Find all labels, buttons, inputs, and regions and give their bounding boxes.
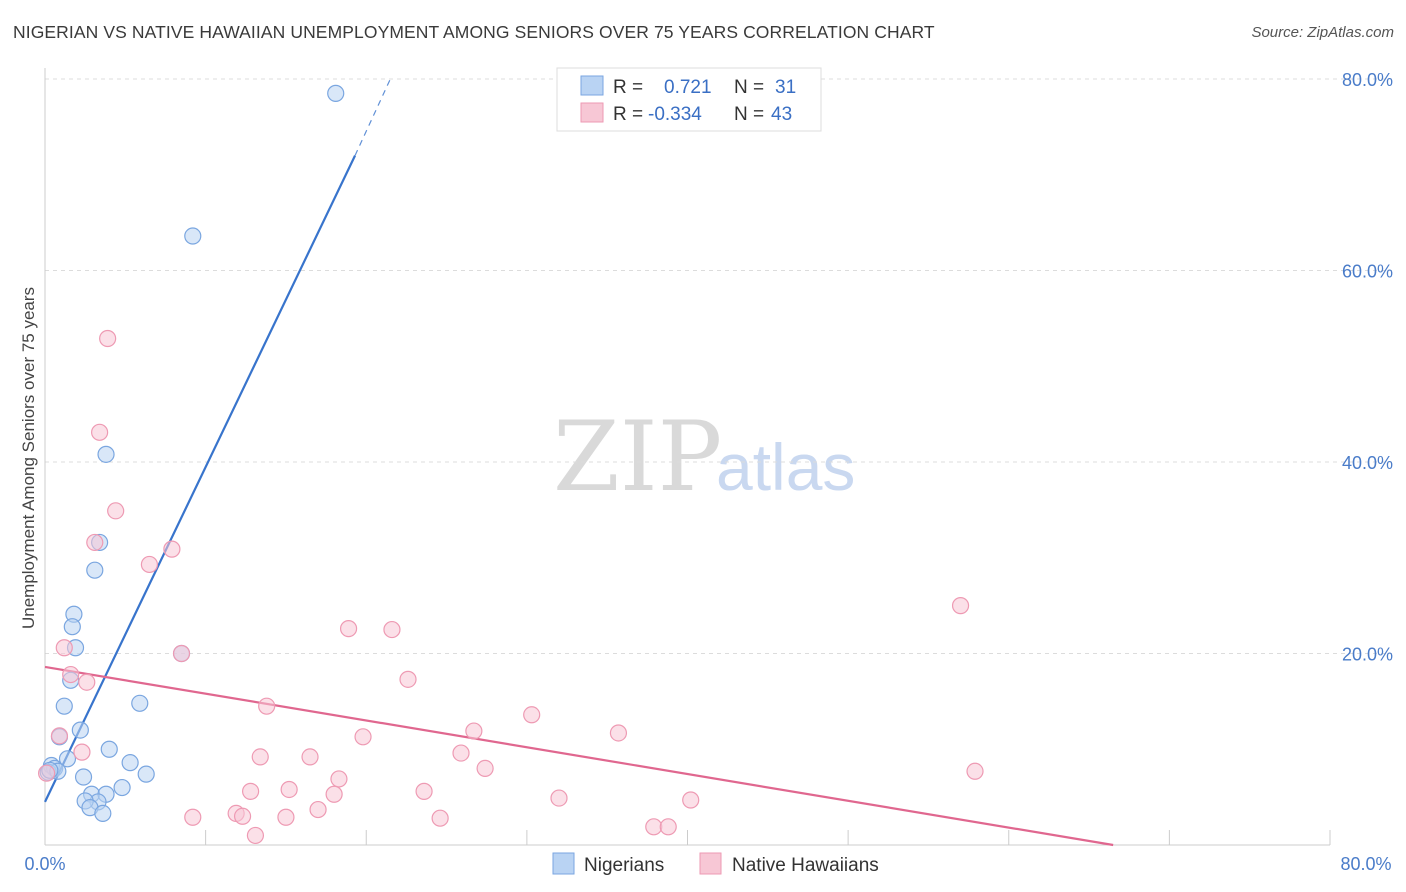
native-hawaiian-point-26 (330, 770, 348, 788)
chart-title: NIGERIAN VS NATIVE HAWAIIAN UNEMPLOYMENT… (13, 22, 935, 42)
tick-labels: 20.0% 40.0% 60.0% 80.0% 0.0% 80.0% (24, 70, 1393, 874)
nigerian-point-15 (58, 750, 77, 768)
native-hawaiian-point-22 (301, 748, 319, 766)
legend-r-value-1: 0.721 (664, 77, 712, 98)
native-hawaiian-point-5 (140, 555, 159, 574)
nigerian-point-0 (327, 84, 345, 102)
y-tick-label-40: 40.0% (1342, 453, 1393, 473)
legend-r-label-1: R = (613, 77, 643, 98)
native-hawaiian-point-25 (966, 762, 984, 780)
legend-swatch-nigerians (580, 75, 604, 96)
nigerian-point-29 (94, 804, 112, 823)
native-hawaiian-point-38 (431, 809, 449, 827)
native-hawaiian-point-18 (523, 706, 541, 724)
watermark-zip: ZIP (553, 401, 722, 513)
legend-n-label-1: N = (734, 77, 764, 98)
legend-n-value-2: 43 (771, 104, 792, 125)
native-hawaiian-point-42 (38, 764, 56, 782)
native-hawaiian-point-9 (55, 639, 73, 657)
series-legend-swatch-nigerians (552, 852, 575, 875)
series-legend-label-nigerians: Nigerians (584, 855, 664, 876)
nigerian-point-22 (74, 768, 93, 786)
correlation-legend: R = 0.721 N = 31 R = -0.334 N = 43 (556, 67, 822, 132)
nigerian-point-21 (137, 765, 155, 783)
gridlines (45, 78, 1392, 654)
nigerian-point-23 (113, 778, 131, 797)
data-points (38, 84, 984, 845)
y-tick-label-80: 80.0% (1342, 70, 1393, 90)
nigerian-point-11 (131, 694, 149, 712)
native-hawaiian-point-19 (609, 724, 628, 742)
native-hawaiian-point-37 (277, 808, 295, 826)
native-hawaiian-point-11 (62, 665, 80, 684)
native-hawaiian-point-23 (452, 744, 470, 762)
legend-n-value-1: 31 (775, 77, 796, 98)
source-credit: Source: ZipAtlas.com (1251, 24, 1394, 41)
nigerian-trend-extension (354, 78, 391, 156)
nigerian-point-12 (71, 721, 89, 739)
native-hawaiian-point-3 (86, 533, 104, 552)
native-hawaiian-point-6 (951, 597, 970, 615)
native-hawaiian-point-24 (476, 759, 494, 778)
legend-n-label-2: N = (734, 104, 764, 125)
y-tick-label-20: 20.0% (1342, 645, 1393, 665)
native-hawaiian-point-39 (645, 818, 663, 836)
legend-r-label-2: R = (613, 104, 643, 125)
native-hawaiian-point-12 (78, 673, 96, 691)
native-hawaiian-trend-line (44, 665, 1114, 847)
native-hawaiian-point-40 (659, 818, 677, 836)
series-legend: Nigerians Native Hawaiians (552, 852, 879, 876)
native-hawaiian-point-36 (184, 808, 202, 826)
native-hawaiian-point-31 (550, 789, 568, 807)
native-hawaiian-point-29 (415, 782, 433, 800)
series-legend-swatch-native-hawaiians (699, 852, 722, 875)
nigerian-trend-line (44, 155, 356, 803)
trend-lines (44, 78, 1114, 847)
native-hawaiian-point-20 (73, 743, 91, 761)
nigerian-point-20 (121, 754, 139, 772)
native-hawaiian-point-21 (251, 748, 269, 766)
x-tick-label-max: 80.0% (1340, 854, 1391, 874)
native-hawaiian-point-28 (242, 782, 260, 800)
nigerian-point-4 (86, 561, 104, 579)
series-legend-label-native-hawaiians: Native Hawaiians (732, 855, 879, 876)
native-hawaiian-point-17 (465, 722, 483, 740)
native-hawaiian-point-4 (163, 540, 181, 558)
native-hawaiian-point-10 (172, 644, 191, 663)
native-hawaiian-point-2 (107, 502, 125, 520)
native-hawaiian-point-13 (399, 670, 417, 688)
nigerian-point-10 (55, 697, 73, 715)
axes (44, 68, 1331, 846)
native-hawaiian-point-1 (91, 423, 109, 441)
watermark-atlas: atlas (716, 430, 855, 504)
native-hawaiian-point-35 (233, 807, 252, 825)
native-hawaiian-point-33 (309, 800, 327, 819)
nigerian-point-2 (97, 445, 115, 463)
native-hawaiian-point-0 (99, 329, 117, 348)
y-tick-label-60: 60.0% (1342, 262, 1393, 282)
nigerian-point-14 (100, 740, 118, 758)
native-hawaiian-point-27 (280, 780, 298, 799)
native-hawaiian-point-16 (354, 728, 372, 746)
native-hawaiian-point-7 (339, 620, 358, 638)
native-hawaiian-point-41 (246, 826, 265, 845)
native-hawaiian-point-14 (258, 697, 276, 715)
nigerian-point-1 (184, 227, 202, 245)
legend-swatch-native-hawaiians (580, 102, 604, 123)
native-hawaiian-point-8 (383, 620, 401, 639)
y-axis-label: Unemployment Among Seniors over 75 years (19, 287, 38, 629)
native-hawaiian-point-32 (682, 791, 700, 809)
native-hawaiian-point-30 (325, 785, 343, 803)
legend-r-value-2: -0.334 (648, 104, 702, 125)
nigerian-point-6 (63, 618, 81, 636)
x-tick-label-min: 0.0% (24, 854, 65, 874)
native-hawaiian-point-15 (50, 727, 69, 745)
